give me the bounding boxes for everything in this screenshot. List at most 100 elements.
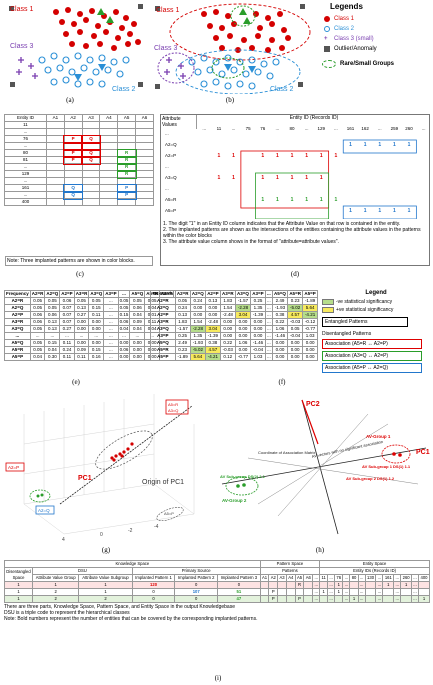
table-i-note-1: There are three parts, Knowledge Space, … <box>4 604 235 610</box>
table-row: A3=Q 0.05 0.13 0.27 0.00 0.00... 0.04 0.04 0.04 <box>4 325 174 333</box>
matrix-one: 1 <box>320 153 323 159</box>
assoc-1: Association (A5=R ↔ A2=P) <box>322 339 422 349</box>
table-row: ... Q P <box>4 190 154 200</box>
legend-f-title: Legend <box>365 290 387 296</box>
matrix-one: 1 <box>218 175 221 181</box>
row-label: A5=R <box>165 197 177 202</box>
col-header: 259 <box>391 126 399 131</box>
svg-text:A5=P: A5=P <box>164 511 174 516</box>
matrix-one: 1 <box>261 153 264 159</box>
pc1-label-g: PC1 <box>78 475 92 482</box>
svg-text:AV-Group 1: AV-Group 1 <box>366 434 391 439</box>
svg-text:4: 4 <box>62 537 65 543</box>
panel-h-vector-plot: PC2 PC1 Coordinate of Association Matrix… <box>218 394 430 544</box>
table-row: 80 P Q R <box>4 148 154 158</box>
svg-text:AV Sub-group 2 DS(1) 1.2: AV Sub-group 2 DS(1) 1.2 <box>346 476 395 481</box>
panel-a-scatter: Class 1 Class 3 Class 2 <box>6 2 148 94</box>
matrix-one: 1 <box>378 142 381 148</box>
class3-label-a: Class 3 <box>10 43 33 50</box>
col-header: 76 <box>260 126 266 131</box>
legend-title: Legends <box>330 2 363 11</box>
matrix-one: 1 <box>335 197 338 203</box>
svg-text:A3=Q: A3=Q <box>168 408 178 413</box>
matrix-one: 1 <box>305 175 308 181</box>
label-h: (h) <box>315 546 325 554</box>
attribute-values-header: Attribute Values <box>161 115 197 129</box>
av-vector-plot: PC2 PC1 Coordinate of Association Matrix… <box>220 399 430 535</box>
gray-square-icon <box>324 46 330 52</box>
col-header: 129 <box>318 126 326 131</box>
svg-text:AV-vectors with no significant: AV-vectors with no significant associati… <box>311 439 383 459</box>
legend-box: Legends Class 1 Class 2 + Class 3 (small… <box>318 2 430 94</box>
matrix-one: 1 <box>291 153 294 159</box>
row-ellipsis: ... <box>165 186 169 191</box>
col-header: ... <box>232 126 236 131</box>
pc1-label-h: PC1 <box>416 449 430 456</box>
table-row: A5=Q 0.05 0.15 0.11 0.00 0.00... 0.00 0.00 0.00 <box>4 339 174 347</box>
matrix-one: 1 <box>349 142 352 148</box>
assoc-3: Association (A5=P ↔ A2=Q) <box>322 363 422 373</box>
entity-id-header: Entity ID (Records ID) <box>289 115 339 121</box>
panel-g-3d-plot: 4 0 -2 -4 A5=R A3=Q A2=P A2=Q A5=P PC1 O… <box>4 394 214 544</box>
table-row: A5=R 0.23 -5.02 4.57 -0.03 0.00 -0.04... 0.00 0.… <box>150 346 318 354</box>
table-row: A2=P 0.13 0.00 0.00 -2.48 3.04 -1.39... 0.38 4.5… <box>150 311 318 319</box>
legend-item-rare: Rare/Small Groups <box>322 60 394 68</box>
table-row: 81 P Q R <box>4 155 154 165</box>
matrix-one: 1 <box>218 153 221 159</box>
label-g: (g) <box>101 546 111 554</box>
red-circle-icon <box>324 16 330 22</box>
row-ellipsis: ... <box>165 131 169 136</box>
panel-i-knowledgebase: Knowledge Space Pattern Space Entity Spa… <box>4 560 430 622</box>
row-label: A5=P <box>165 208 176 213</box>
panel-f-legend: Legend -ve statistical significancy +ve … <box>322 290 430 376</box>
table-d-note-1: 1. The digit "1" in an Entity ID column … <box>163 221 401 227</box>
svg-text:Coordinate of Association Matr: Coordinate of Association Matrix <box>258 450 315 455</box>
table-i: Knowledge Space Pattern Space Entity Spa… <box>4 560 430 603</box>
row-label: A2=P <box>165 153 176 158</box>
matrix-one: 1 <box>349 208 352 214</box>
table-row: ... R <box>4 162 154 172</box>
col-header: ... <box>422 126 426 131</box>
table-row: A2=Q 0.05 0.05 0.07 0.13 0.15... 0.05 0.06 0.04 <box>4 304 174 312</box>
table-row: A5=R 0.05 0.04 0.24 0.09 0.15... 0.06 0.00 0.00 <box>4 346 174 354</box>
matrix-one: 1 <box>364 208 367 214</box>
svg-text:AV Sub-group DS(2) 2.1: AV Sub-group DS(2) 2.1 <box>220 474 266 479</box>
table-row: A5=P 0.04 0.30 0.11 0.11 0.16... 0.00 0.00 0.00 <box>4 353 174 361</box>
row-label: A3=Q <box>165 175 177 180</box>
pattern-block <box>240 150 330 209</box>
svg-text:0: 0 <box>100 532 103 538</box>
table-row: A2=P 0.06 0.06 0.07 0.27 0.11... 0.15 0.04 0.01 <box>4 311 174 319</box>
svg-text:AV Sub-group 1 DS(1) 1.1: AV Sub-group 1 DS(1) 1.1 <box>362 464 411 469</box>
table-i-note-2: DSU is a triple code to represent the hi… <box>4 610 130 616</box>
table-row: 1 1 1 120 0 0 R...... 1......... 1... 1... <box>4 581 430 589</box>
table-row: A5=Q 2.49 -1.93 0.38 0.22 1.06 -1.46... 0.00 0.0… <box>150 339 318 347</box>
origin-label: Origin of PC1 <box>142 479 184 486</box>
table-f: SR-Matrix A2=R A2=Q A2=P A3=R A3=Q A3=P... A5=Q… <box>150 290 318 361</box>
table-row: A3=R 0.06 0.13 0.07 0.00 0.00... 0.06 0.09 0.11 <box>4 318 174 326</box>
legend-item-class2: Class 2 <box>324 26 354 32</box>
table-row: A2=R 0.05 0.05 0.06 0.05 0.05... 0.05 0.05 0.05 <box>4 297 174 305</box>
a2p-label-box <box>5 462 25 472</box>
matrix-one: 1 <box>305 197 308 203</box>
pattern-block <box>342 205 417 219</box>
assoc-2: Association (A3=Q ↔ A2=P) <box>322 351 422 361</box>
matrix-one: 1 <box>291 197 294 203</box>
scatter-plot-a: Class 1 Class 3 Class 2 <box>9 4 143 93</box>
col-header: ... <box>334 126 338 131</box>
label-e: (e) <box>72 378 80 386</box>
table-row: 129 R <box>4 169 154 179</box>
matrix-one: 1 <box>261 175 264 181</box>
table-row: A2=Q 0.24 0.00 0.00 1.54 -2.28 1.35... -1.93 -5.… <box>150 304 318 312</box>
disentangled-label: Disentangled Patterns <box>322 331 372 337</box>
table-row: ... <box>4 128 154 136</box>
table-row: A3=P 0.25 1.35 -1.39 0.00 0.00 0.00... -1.46 -0.… <box>150 332 318 340</box>
panel-f-sr-matrix: SR-Matrix A2=R A2=Q A2=P A3=R A3=Q A3=P... A5=Q… <box>150 290 318 361</box>
table-c: Entity ID A1 A2 A3 A4 A5 A6 11... 76 P Q... 80 P Q R 8… <box>4 114 154 206</box>
table-row: A3=R 1.83 1.54 -2.48 0.00 0.00 0.00... 0.22 -0.0… <box>150 318 318 326</box>
pca-3d-plot: 4 0 -2 -4 A5=R A3=Q A2=P A2=Q A5=P PC1 O… <box>5 394 195 543</box>
table-row: 1 2 2 0 0 47 P P......... 1............ 1 <box>4 595 430 603</box>
col-header: ... <box>378 126 382 131</box>
table-row: .............................. <box>4 332 174 340</box>
table-d-note-3: 3. The attribute value column shows in t… <box>163 239 339 245</box>
legend-item-outlier: Outlier/Anomaly <box>324 46 377 52</box>
